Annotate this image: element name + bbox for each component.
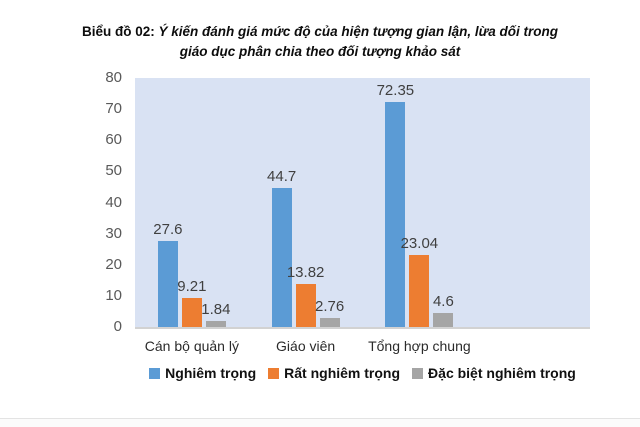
below-divider-area	[0, 419, 640, 427]
data-label: 13.82	[286, 263, 325, 281]
y-axis-tick-label: 60	[105, 131, 122, 149]
y-axis-tick-label: 40	[105, 193, 122, 211]
chart-title-line1: Biểu đồ 02: Ý kiến đánh giá mức độ của h…	[20, 22, 620, 42]
chart-title-prefix: Biểu đồ 02:	[81, 24, 159, 39]
chart-title-line2: giáo dục phân chia theo đối tượng khảo s…	[179, 44, 461, 59]
y-axis-tick-label: 80	[105, 69, 122, 86]
data-label: 1.84	[201, 301, 231, 319]
data-label: 4.6	[432, 292, 454, 310]
chart-title: Biểu đồ 02: Ý kiến đánh giá mức độ của h…	[20, 22, 620, 62]
data-label: 72.35	[376, 81, 415, 99]
bottom-divider	[0, 418, 640, 419]
legend-item-1: Rất nghiêm trọng	[268, 365, 400, 381]
data-label: 44.7	[267, 167, 297, 185]
y-axis-tick-label: 10	[105, 286, 122, 304]
legend-swatch	[149, 367, 161, 379]
bar-series-1-cat-1	[295, 283, 316, 327]
y-axis-tick-label: 0	[113, 318, 122, 335]
data-label: 2.76	[315, 298, 345, 316]
y-axis-tick-label: 30	[105, 224, 122, 242]
bar-series-2-cat-2	[433, 312, 454, 327]
legend: Nghiêm trọng Rất nghiêm trọng Đặc biệt ngh…	[120, 365, 605, 381]
data-label: 27.6	[153, 221, 183, 239]
y-axis-tick-label: 20	[105, 255, 122, 273]
plot-area	[135, 78, 590, 327]
data-label: 23.04	[400, 235, 439, 253]
bar-series-1-cat-2	[409, 255, 430, 327]
legend-swatch	[412, 367, 424, 379]
legend-swatch	[268, 367, 280, 379]
category-label: Tổng hợp chung	[368, 338, 471, 354]
data-label: 9.21	[177, 278, 207, 296]
legend-item-2: Đặc biệt nghiêm trọng	[412, 365, 576, 381]
legend-label: Nghiêm trọng	[165, 365, 257, 381]
bar-series-2-cat-0	[205, 321, 226, 327]
bar-series-0-cat-0	[157, 241, 178, 327]
category-label: Cán bộ quản lý	[144, 338, 239, 354]
bar-series-2-cat-1	[319, 318, 340, 327]
legend-label: Rất nghiêm trọng	[284, 365, 401, 381]
bar-series-0-cat-1	[271, 187, 292, 327]
category-label: Giáo viên	[276, 338, 336, 354]
bar-series-0-cat-2	[385, 101, 406, 327]
bar-series-1-cat-0	[181, 298, 202, 327]
legend-label: Đặc biệt nghiêm trọng	[428, 365, 576, 381]
legend-item-0: Nghiêm trọng	[149, 365, 256, 381]
chart-title-main: Ý kiến đánh giá mức độ của hiện tượng gi…	[158, 24, 559, 39]
y-axis-tick-label: 70	[105, 100, 122, 118]
x-axis-line	[135, 327, 590, 329]
y-axis-tick-label: 50	[105, 162, 122, 180]
